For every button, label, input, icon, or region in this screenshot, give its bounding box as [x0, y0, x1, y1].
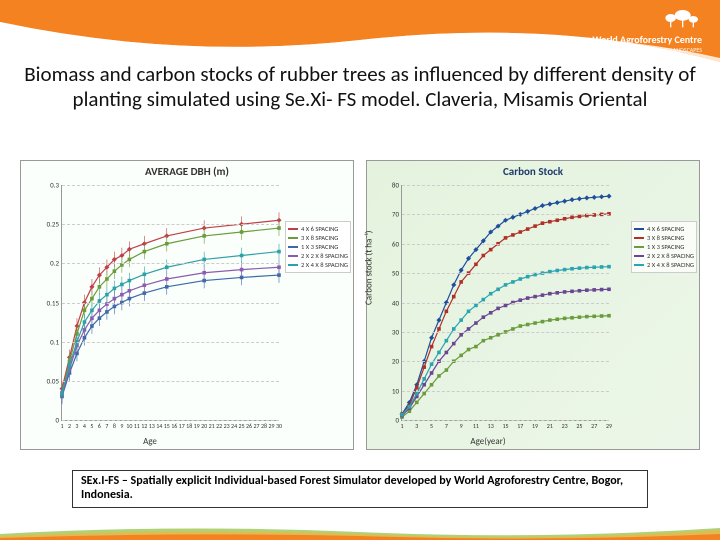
footnote-box: SEx.I-FS – Spatially explicit Individual…	[72, 470, 648, 508]
right-legend: 4 X 6 SPACING3 X 8 SPACING1 X 3 SPACING2…	[631, 221, 697, 273]
left-chart: AVERAGE DBH (m) 00.050.10.150.20.250.312…	[20, 160, 354, 450]
footnote-text: SEx.I-FS – Spatially explicit Individual…	[81, 474, 623, 502]
right-chart-title: Carbon Stock	[367, 161, 699, 178]
left-plot: 00.050.10.150.20.250.3123456789101112131…	[61, 185, 279, 421]
org-tagline: TRANSFORMING LIVES AND LANDSCAPES	[592, 46, 702, 54]
footer-band	[0, 520, 720, 540]
header-band: World Agroforestry Centre TRANSFORMING L…	[0, 0, 720, 62]
org-name: World Agroforestry Centre	[592, 33, 702, 46]
left-legend: 4 X 6 SPACING3 X 8 SPACING1 X 3 SPACING2…	[285, 221, 351, 273]
tree-icon	[662, 6, 702, 30]
slide-title: Biomass and carbon stocks of rubber tree…	[20, 62, 700, 112]
right-xlabel: Age(year)	[367, 436, 609, 447]
right-plot: 0102030405060708013579111315171921232527…	[401, 185, 609, 421]
org-logo: World Agroforestry Centre TRANSFORMING L…	[592, 6, 702, 54]
left-xlabel: Age	[21, 436, 279, 447]
charts-row: AVERAGE DBH (m) 00.050.10.150.20.250.312…	[20, 160, 700, 450]
right-ylabel: Carbon stock (t ha⁻¹)	[364, 230, 375, 305]
left-chart-title: AVERAGE DBH (m)	[21, 161, 353, 178]
right-chart: Carbon Stock Carbon stock (t ha⁻¹) 01020…	[366, 160, 700, 450]
